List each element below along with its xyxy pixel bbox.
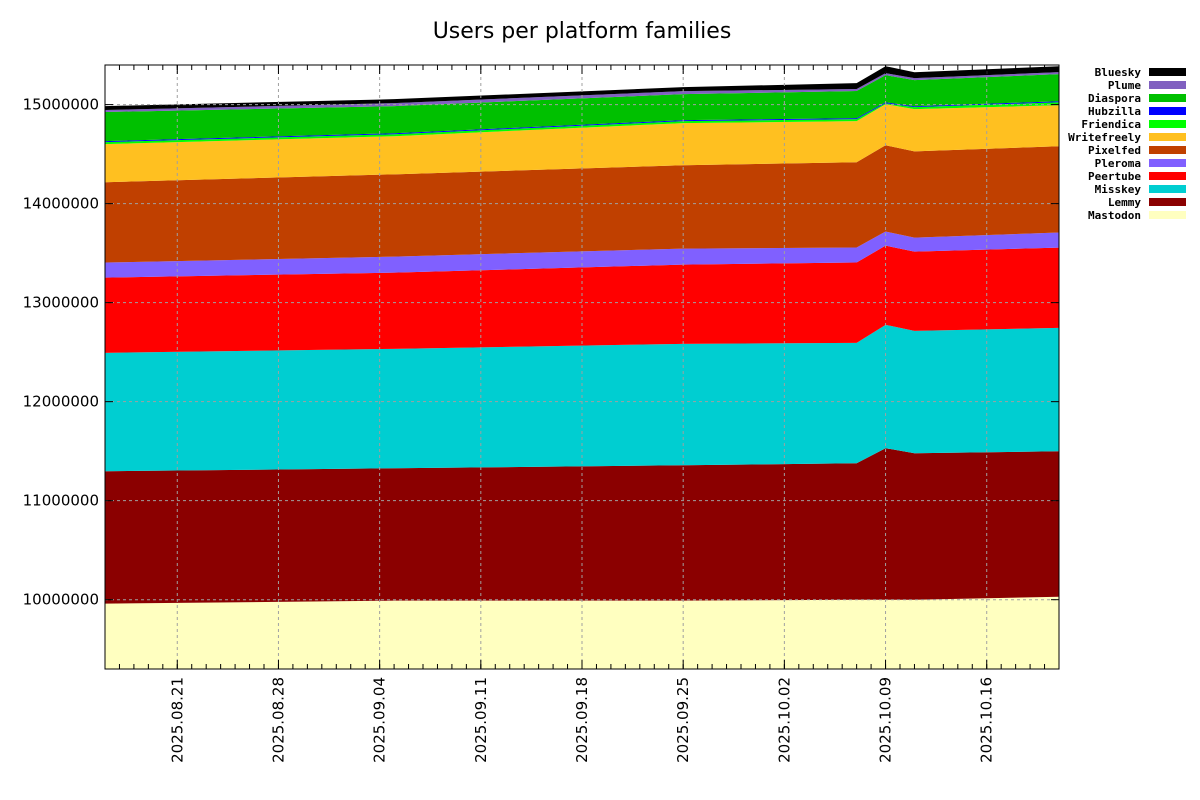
x-tick-label: 2025.09.04	[371, 677, 389, 763]
y-tick-label: 13000000	[23, 294, 99, 312]
legend-label: Pixelfed	[1088, 144, 1141, 157]
y-tick-label: 10000000	[23, 591, 99, 609]
legend-item: Pixelfed	[1088, 144, 1186, 157]
area-lemmy	[105, 448, 1059, 604]
legend: BlueskyPlumeDiasporaHubzillaFriendicaWri…	[1068, 66, 1186, 222]
legend-item: Diaspora	[1088, 92, 1186, 105]
legend-item: Plume	[1108, 79, 1186, 92]
plot-border	[104, 64, 1060, 670]
area-misskey	[105, 324, 1059, 472]
x-tick-label: 2025.09.18	[573, 677, 591, 763]
legend-label: Writefreely	[1068, 131, 1141, 144]
legend-item: Pleroma	[1095, 157, 1186, 170]
legend-item: Hubzilla	[1088, 105, 1186, 118]
x-tick-label: 2025.10.02	[775, 677, 793, 763]
x-tick-label: 2025.10.09	[877, 677, 895, 763]
legend-label: Plume	[1108, 79, 1141, 92]
chart-title: Users per platform families	[433, 19, 732, 44]
legend-swatch	[1149, 68, 1186, 76]
legend-swatch	[1149, 81, 1186, 89]
legend-label: Diaspora	[1088, 92, 1141, 105]
legend-swatch	[1149, 146, 1186, 154]
legend-label: Pleroma	[1095, 157, 1141, 170]
x-tick-label: 2025.08.28	[269, 677, 287, 763]
y-tick-label: 15000000	[23, 96, 99, 114]
legend-item: Writefreely	[1068, 131, 1186, 144]
area-pleroma	[105, 231, 1059, 278]
area-plume	[105, 72, 1059, 113]
area-hubzilla	[105, 101, 1059, 143]
area-friendica	[105, 102, 1059, 145]
legend-swatch	[1149, 198, 1186, 206]
legend-swatch	[1149, 172, 1186, 180]
legend-swatch	[1149, 94, 1186, 102]
x-tick-label: 2025.09.11	[472, 677, 490, 763]
x-tick-label: 2025.10.16	[978, 677, 996, 763]
legend-label: Hubzilla	[1088, 105, 1141, 118]
legend-swatch	[1149, 120, 1186, 128]
y-tick-label: 12000000	[23, 393, 99, 411]
legend-item: Friendica	[1081, 118, 1186, 131]
legend-label: Peertube	[1088, 170, 1141, 183]
legend-swatch	[1149, 211, 1186, 219]
legend-item: Mastodon	[1088, 209, 1186, 222]
legend-item: Misskey	[1095, 183, 1186, 196]
legend-label: Bluesky	[1095, 66, 1142, 79]
y-tick-label: 14000000	[23, 195, 99, 213]
legend-item: Lemmy	[1108, 196, 1186, 209]
legend-label: Mastodon	[1088, 209, 1141, 222]
legend-swatch	[1149, 133, 1186, 141]
legend-label: Lemmy	[1108, 196, 1141, 209]
x-tick-label: 2025.09.25	[674, 677, 692, 763]
area-mastodon	[105, 596, 1059, 669]
legend-label: Friendica	[1081, 118, 1141, 131]
legend-swatch	[1149, 107, 1186, 115]
legend-label: Misskey	[1095, 183, 1142, 196]
gridlines	[105, 65, 1059, 669]
axes: 10000000 11000000 12000000 13000000 14000000…	[23, 64, 1060, 763]
area-bluesky	[105, 66, 1059, 111]
legend-swatch	[1149, 159, 1186, 167]
legend-swatch	[1149, 185, 1186, 193]
legend-item: Peertube	[1088, 170, 1186, 183]
x-tick-label: 2025.08.21	[168, 677, 186, 763]
legend-item: Bluesky	[1095, 66, 1186, 79]
y-tick-label: 11000000	[23, 492, 99, 510]
